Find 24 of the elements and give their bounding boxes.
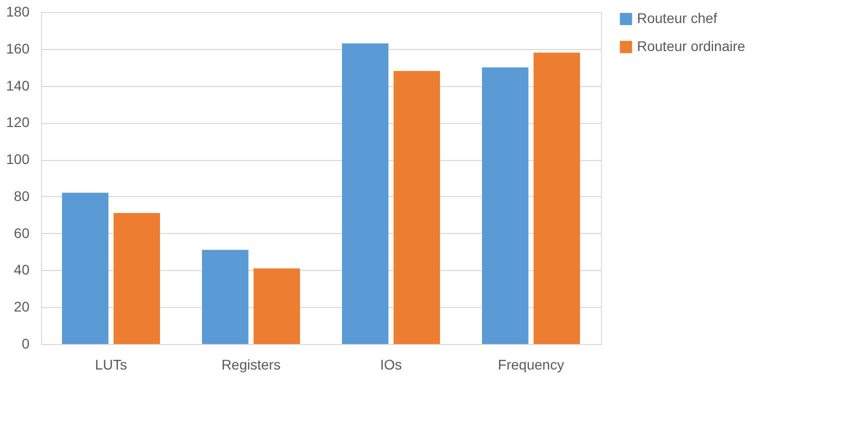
y-tick-label: 40 xyxy=(14,262,30,278)
legend-label: Routeur chef xyxy=(637,10,718,26)
y-tick-label: 100 xyxy=(6,151,30,168)
y-tick-label: 60 xyxy=(14,224,30,241)
y-tick-label: 80 xyxy=(14,188,30,204)
x-tick-label: IOs xyxy=(380,356,402,372)
bar xyxy=(534,52,580,344)
y-tick-label: 160 xyxy=(6,40,30,56)
bar xyxy=(202,250,248,344)
y-tick-label: 120 xyxy=(6,114,30,130)
bar xyxy=(254,268,300,344)
y-tick-label: 0 xyxy=(22,336,30,352)
bar xyxy=(342,43,388,344)
y-tick-label: 180 xyxy=(6,4,30,20)
y-tick-label: 140 xyxy=(6,77,30,94)
bar xyxy=(62,192,108,344)
x-tick-label: Registers xyxy=(221,356,281,372)
x-tick-label: LUTs xyxy=(95,356,127,372)
bar xyxy=(482,67,528,344)
y-tick-label: 20 xyxy=(14,298,30,315)
legend-label: Routeur ordinaire xyxy=(637,38,746,54)
bar xyxy=(114,213,160,344)
bar xyxy=(394,71,440,344)
x-tick-label: Frequency xyxy=(498,356,564,372)
